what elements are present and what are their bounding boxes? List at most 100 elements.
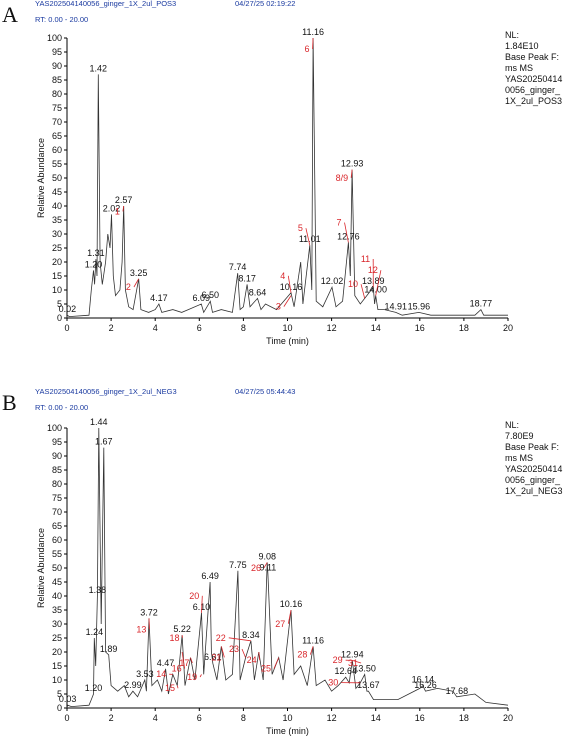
y-tick-label: 70: [52, 507, 62, 517]
peak-label: 10.16: [280, 599, 303, 609]
peak-label: 6.49: [201, 571, 219, 581]
annotation: 4: [280, 271, 285, 281]
y-tick-label: 100: [47, 33, 62, 43]
panel-letter: B: [2, 390, 17, 415]
y-tick-label: 65: [52, 521, 62, 531]
annotation: 5: [298, 223, 303, 233]
nl-info: NL:: [505, 30, 519, 40]
y-tick-label: 50: [52, 563, 62, 573]
annotation: 3: [276, 302, 281, 312]
y-tick-label: 15: [52, 661, 62, 671]
y-tick-label: 60: [52, 145, 62, 155]
x-tick-label: 0: [64, 323, 69, 333]
annotation-line: [200, 674, 201, 677]
rt-range: RT: 0.00 - 20.00: [35, 403, 88, 412]
y-tick-label: 55: [52, 159, 62, 169]
peak-label: 1.67: [95, 437, 113, 447]
nl-info: NL:: [505, 420, 519, 430]
peak-label: 1.44: [90, 417, 108, 427]
x-tick-label: 14: [371, 323, 381, 333]
annotation: 17: [179, 658, 189, 668]
annotation: 18: [169, 633, 179, 643]
file-name: YAS202504140056_ginger_1X_2ul_NEG3: [35, 387, 177, 396]
annotation: 8/9: [336, 173, 349, 183]
x-tick-label: 6: [197, 713, 202, 723]
rt-range: RT: 0.00 - 20.00: [35, 15, 88, 24]
peak-label: 4.17: [150, 293, 168, 303]
nl-info: 7.80E9: [505, 431, 534, 441]
x-tick-label: 14: [371, 713, 381, 723]
peak-label: 17.68: [446, 686, 469, 696]
date: 04/27/25 02:19:22: [235, 0, 295, 8]
nl-info: Base Peak F:: [505, 442, 559, 452]
nl-info: Base Peak F:: [505, 52, 559, 62]
x-axis-label: Time (min): [266, 336, 309, 346]
y-tick-label: 60: [52, 535, 62, 545]
y-tick-label: 70: [52, 117, 62, 127]
nl-info: YAS20250414: [505, 74, 562, 84]
x-tick-label: 2: [109, 323, 114, 333]
y-tick-label: 85: [52, 75, 62, 85]
y-tick-label: 90: [52, 451, 62, 461]
annotation: 19: [187, 672, 197, 682]
peak-label: 11.16: [302, 635, 324, 645]
y-tick-label: 20: [52, 647, 62, 657]
peak-label: 2.99: [124, 680, 142, 690]
annotation: 23: [229, 644, 239, 654]
nl-info: 0056_ginger_: [505, 85, 561, 95]
annotation: 26: [251, 563, 261, 573]
y-tick-label: 15: [52, 271, 62, 281]
x-tick-label: 0: [64, 713, 69, 723]
y-tick-label: 55: [52, 549, 62, 559]
y-tick-label: 95: [52, 47, 62, 57]
y-tick-label: 45: [52, 187, 62, 197]
nl-info: YAS20250414: [505, 464, 562, 474]
peak-label: 13.67: [357, 680, 380, 690]
peak-label: 16.26: [414, 680, 437, 690]
y-tick-label: 10: [52, 285, 62, 295]
x-tick-label: 8: [241, 323, 246, 333]
annotation: 25: [261, 664, 271, 674]
nl-info: 1X_2ul_NEG3: [505, 486, 563, 496]
peak-label: 15.96: [408, 301, 431, 311]
x-tick-label: 10: [282, 713, 292, 723]
peak-label: 12.76: [337, 231, 360, 241]
annotation: 1: [115, 206, 120, 216]
y-tick-label: 65: [52, 131, 62, 141]
peak-label: 3.72: [140, 607, 158, 617]
peak-label: 1.20: [85, 259, 103, 269]
annotation: 28: [297, 650, 307, 660]
peak-label: 14.91: [384, 301, 407, 311]
nl-info: 1.84E10: [505, 41, 539, 51]
peak-label: 14.00: [364, 285, 387, 295]
peak-label: 2.57: [115, 195, 133, 205]
y-tick-label: 30: [52, 619, 62, 629]
peak-label: 1.20: [85, 683, 103, 693]
y-tick-label: 80: [52, 89, 62, 99]
annotation: 2: [126, 282, 131, 292]
y-axis-label: Relative Abundance: [36, 528, 46, 608]
y-tick-label: 25: [52, 633, 62, 643]
trace: [67, 428, 508, 708]
peak-label: 1.24: [86, 627, 104, 637]
y-axis-label: Relative Abundance: [36, 138, 46, 218]
annotation: 13: [136, 624, 146, 634]
x-tick-label: 2: [109, 713, 114, 723]
peak-label: 0.02: [59, 304, 77, 314]
x-tick-label: 4: [153, 323, 158, 333]
peak-label: 7.75: [229, 560, 247, 570]
peak-label: 8.34: [242, 630, 260, 640]
y-tick-label: 75: [52, 103, 62, 113]
peak-label: 1.31: [87, 248, 105, 258]
x-tick-label: 8: [241, 713, 246, 723]
peak-label: 9.08: [258, 551, 276, 561]
y-tick-label: 25: [52, 243, 62, 253]
x-tick-label: 20: [503, 323, 513, 333]
peak-label: 0.03: [59, 694, 77, 704]
y-tick-label: 50: [52, 173, 62, 183]
y-tick-label: 10: [52, 675, 62, 685]
y-tick-label: 100: [47, 423, 62, 433]
peak-label: 3.25: [130, 268, 148, 278]
x-tick-label: 12: [327, 713, 337, 723]
